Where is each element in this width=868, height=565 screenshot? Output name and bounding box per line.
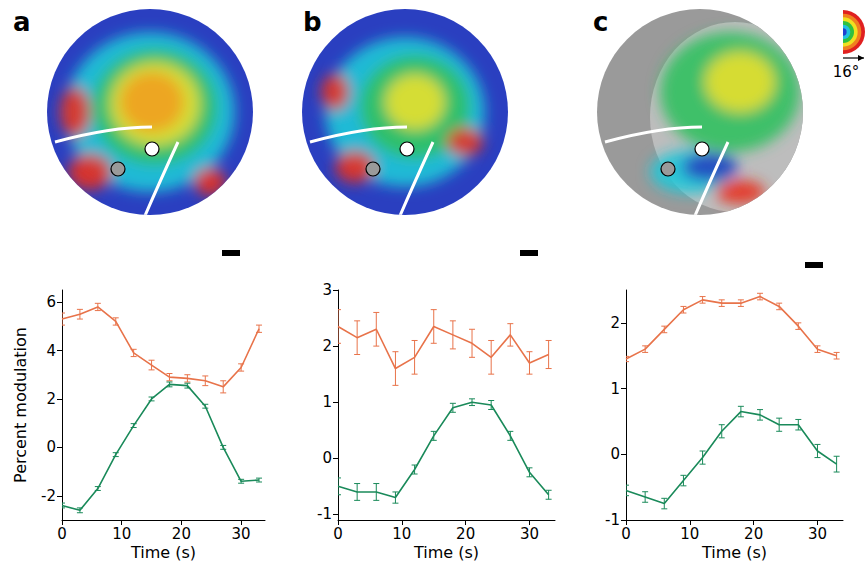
- svg-text:20: 20: [456, 525, 475, 543]
- svg-text:30: 30: [808, 525, 827, 543]
- svg-text:16°: 16°: [833, 63, 860, 81]
- svg-text:30: 30: [232, 525, 251, 543]
- svg-text:-1: -1: [317, 505, 332, 523]
- svg-text:0: 0: [322, 449, 332, 467]
- svg-text:-2: -2: [41, 487, 56, 505]
- svg-text:a: a: [13, 7, 31, 37]
- svg-text:3: 3: [322, 281, 332, 299]
- svg-text:1: 1: [610, 380, 620, 398]
- svg-text:0: 0: [57, 525, 67, 543]
- svg-text:10: 10: [392, 525, 411, 543]
- svg-text:1: 1: [322, 393, 332, 411]
- svg-text:30: 30: [520, 525, 539, 543]
- svg-text:b: b: [303, 7, 322, 37]
- svg-text:6: 6: [46, 293, 56, 311]
- svg-text:4: 4: [46, 342, 56, 360]
- svg-text:2: 2: [322, 337, 332, 355]
- svg-text:10: 10: [680, 525, 699, 543]
- svg-text:20: 20: [172, 525, 191, 543]
- svg-text:-1: -1: [605, 511, 620, 529]
- svg-text:Time (s): Time (s): [701, 543, 767, 562]
- svg-text:0: 0: [610, 445, 620, 463]
- svg-text:0: 0: [333, 525, 343, 543]
- svg-text:Time (s): Time (s): [130, 543, 196, 562]
- svg-text:Percent modulation: Percent modulation: [11, 327, 30, 483]
- svg-text:c: c: [593, 7, 608, 37]
- svg-text:10: 10: [112, 525, 131, 543]
- svg-text:Time (s): Time (s): [413, 543, 479, 562]
- svg-text:2: 2: [46, 390, 56, 408]
- svg-text:2: 2: [610, 314, 620, 332]
- svg-text:20: 20: [744, 525, 763, 543]
- svg-text:0: 0: [46, 438, 56, 456]
- svg-text:0: 0: [621, 525, 631, 543]
